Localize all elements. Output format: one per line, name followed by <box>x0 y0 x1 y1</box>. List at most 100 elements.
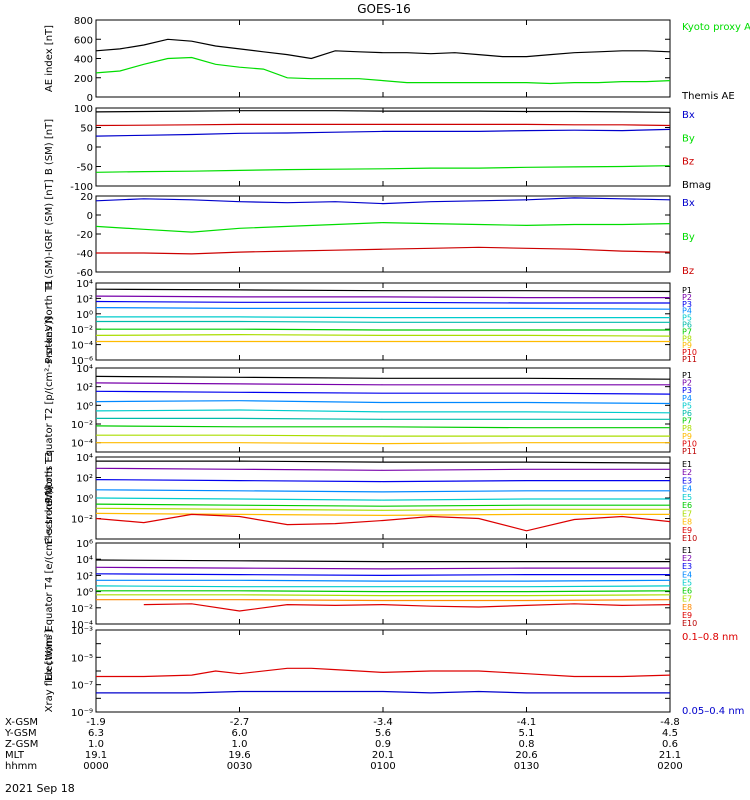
legend-e1: E1 <box>682 460 692 469</box>
series-line-bz <box>95 123 671 127</box>
legend-p5: P5 <box>682 314 692 323</box>
y-tick-label: 10⁻⁴ <box>71 439 93 450</box>
legend-e8: E8 <box>682 603 692 612</box>
legend-bz: Bz <box>682 266 694 277</box>
y-tick-label: -20 <box>77 230 93 241</box>
series-line-p4 <box>95 400 671 405</box>
y-tick-label: 200 <box>74 74 93 85</box>
panel-frame <box>95 542 671 625</box>
legend-p8: P8 <box>682 424 692 433</box>
legend-p9: P9 <box>682 432 692 441</box>
legend-p6: P6 <box>682 321 692 330</box>
panel-8: 10⁻⁹ 10⁻⁷ 10⁻⁵ 10⁻³ Xray flux [W/m²] 0.1–0.8 … <box>44 626 744 719</box>
legend-0-05-0-4-nm: 0.05–0.4 nm <box>682 706 744 717</box>
y-axis-label: B (SM)-IGRF (SM) [nT] <box>44 179 55 288</box>
y-tick-label: 50 <box>80 124 93 135</box>
series-line-0-1-0-8-nm <box>96 667 671 678</box>
series-line-p7 <box>96 328 670 331</box>
series-line-0-05-0-4-nm <box>96 690 670 694</box>
legend-e7: E7 <box>682 509 692 518</box>
legend-p2: P2 <box>682 293 692 302</box>
x-row-value: 0000 <box>83 761 108 772</box>
series-line-kyoto-proxy-ae <box>95 56 671 85</box>
series-line-themis-ae <box>95 38 671 60</box>
series-line-p8 <box>96 434 670 437</box>
y-axis-label: Protons North T1 <box>44 279 55 363</box>
legend-e7: E7 <box>682 595 692 604</box>
legend-p2: P2 <box>682 379 692 388</box>
series-line-e3 <box>95 573 670 577</box>
series-line-p4 <box>95 307 671 310</box>
panel-3: -60 -40 -20 0 20 B (SM)-IGRF (SM) [nT] Bx By Bz <box>44 179 695 288</box>
x-row-value: 4.5 <box>662 728 678 739</box>
legend-e8: E8 <box>682 518 692 527</box>
series-line-p5 <box>95 409 671 414</box>
x-row-value: 0130 <box>514 761 539 772</box>
x-row-label: X-GSM <box>5 717 38 728</box>
series-line-p6 <box>96 417 670 420</box>
y-tick-label: 20 <box>80 192 93 203</box>
series-line-p2 <box>95 295 670 299</box>
x-row-value: 20.1 <box>372 750 394 761</box>
series-line-e1 <box>95 559 670 563</box>
series-line-bx <box>95 197 671 205</box>
series-line-p1 <box>95 288 671 293</box>
plot-title: GOES-16 <box>357 2 411 16</box>
x-row-value: -4.1 <box>517 717 537 728</box>
y-tick-label: 10⁴ <box>76 279 93 290</box>
series-line-e8 <box>96 599 671 602</box>
y-tick-label: 100 <box>74 104 93 115</box>
legend-bmag: Bmag <box>682 180 711 191</box>
x-row-value: -4.8 <box>660 717 680 728</box>
y-tick-label: 400 <box>74 55 93 66</box>
series-line-p6 <box>96 320 670 323</box>
legend-by: By <box>682 133 695 144</box>
series-line-e9 <box>143 603 671 612</box>
legend-e9: E9 <box>682 526 692 535</box>
series-line-e5 <box>95 585 671 588</box>
y-tick-label: 10⁻² <box>71 604 93 615</box>
series-line-bz <box>96 246 671 255</box>
legend-p3: P3 <box>682 386 692 395</box>
y-tick-label: 10⁻² <box>71 420 93 431</box>
legend-e6: E6 <box>682 587 692 596</box>
x-row-value: 0.8 <box>519 739 535 750</box>
x-row-value: -3.4 <box>373 717 393 728</box>
y-tick-label: -60 <box>77 268 93 279</box>
panel-frame <box>95 107 671 187</box>
y-axis-label: Xray flux [W/m²] <box>44 630 55 713</box>
y-tick-label: 10⁴ <box>76 453 93 464</box>
y-tick-label: 10⁰ <box>76 401 93 412</box>
x-row-value: 0100 <box>370 761 395 772</box>
legend-e5: E5 <box>682 493 692 502</box>
legend-p6: P6 <box>682 409 692 418</box>
y-tick-label: 10⁻⁴ <box>71 341 93 352</box>
legend-p3: P3 <box>682 300 692 309</box>
x-row-value: 0.9 <box>375 739 391 750</box>
series-line-p3 <box>95 390 671 395</box>
legend-e2: E2 <box>682 468 692 477</box>
series-line-e2 <box>95 566 670 570</box>
y-tick-label: 10⁰ <box>76 310 93 321</box>
x-row-value: 6.0 <box>232 728 248 739</box>
legend-p1: P1 <box>682 371 692 380</box>
legend-e3: E3 <box>682 476 692 485</box>
y-tick-label: -100 <box>70 182 93 193</box>
series-line-e7 <box>96 594 671 597</box>
series-line-bmag <box>95 110 671 113</box>
series-line-p1 <box>95 375 671 380</box>
x-row-value: 1.0 <box>88 739 104 750</box>
legend-p8: P8 <box>682 334 692 343</box>
series-line-e3 <box>95 479 670 483</box>
legend-bx: Bx <box>682 110 695 121</box>
y-tick-label: 10⁻⁶ <box>71 356 93 367</box>
series-line-e4 <box>95 489 670 493</box>
x-row-label: hhmm <box>5 761 37 772</box>
legend-e4: E4 <box>682 570 692 579</box>
legend-p9: P9 <box>682 341 692 350</box>
series-line-e6 <box>96 590 671 593</box>
series-line-by <box>95 165 671 173</box>
